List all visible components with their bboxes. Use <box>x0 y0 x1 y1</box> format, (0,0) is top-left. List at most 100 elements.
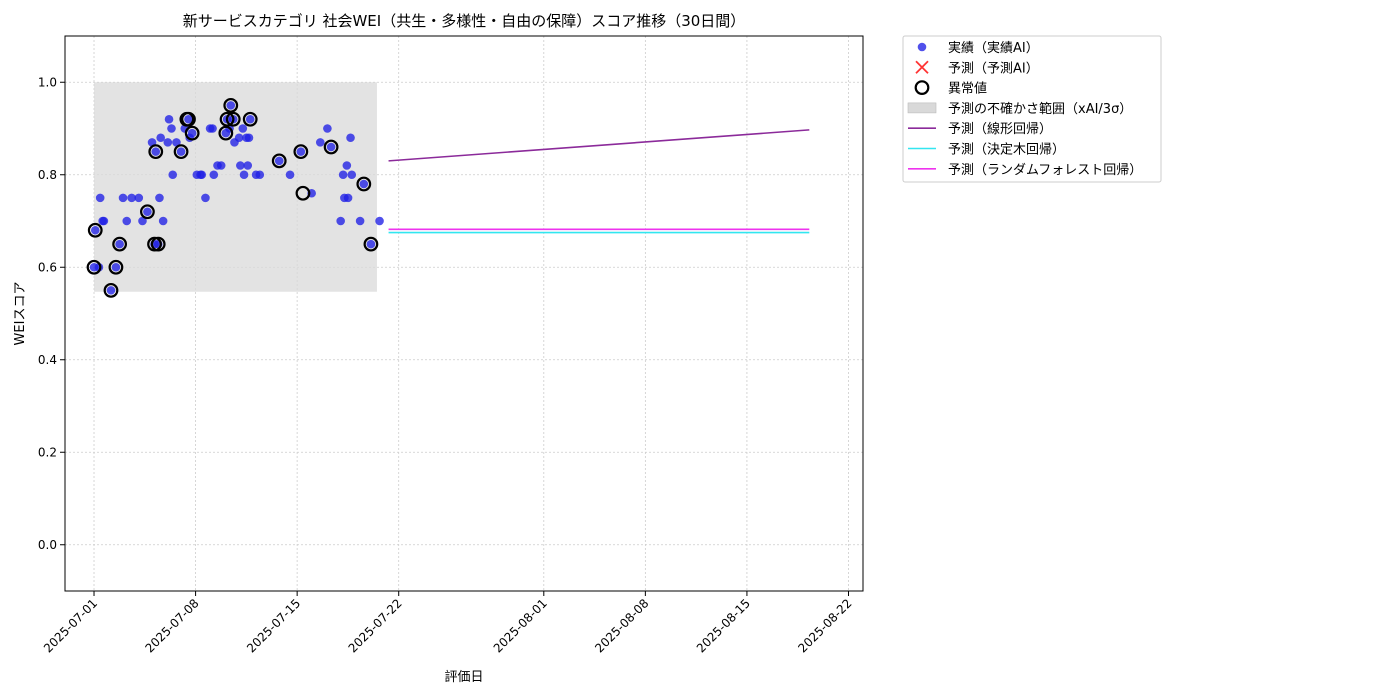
x-tick-label: 2025-07-15 <box>244 596 303 655</box>
legend-label: 予測の不確かさ範囲（xAI/3σ） <box>948 101 1132 117</box>
actual-point <box>355 216 365 226</box>
anomaly-marker <box>148 144 164 160</box>
actual-point <box>134 193 144 203</box>
y-tick-label: 1.0 <box>38 75 57 89</box>
actual-point <box>245 114 255 124</box>
x-axis-ticks: 2025-07-01 2025-07-08 2025-07-15 2025-07-22… <box>41 591 855 655</box>
actual-point <box>151 147 161 156</box>
actual-point <box>226 101 236 110</box>
actual-point <box>221 128 231 138</box>
actual-point <box>236 161 245 170</box>
actual-point <box>94 262 104 272</box>
anomaly-marker <box>271 153 287 169</box>
actual-point <box>127 193 136 203</box>
actual-point <box>201 193 210 203</box>
actual-point <box>296 147 306 156</box>
legend-swatch-anomaly <box>914 80 930 95</box>
actual-point <box>213 161 222 170</box>
legend-swatch-predicted <box>915 60 929 74</box>
actual-point <box>244 133 254 143</box>
forecast-lines <box>388 129 810 234</box>
actual-point <box>285 170 295 180</box>
legend-swatch-actual <box>917 42 927 52</box>
anomaly-marker <box>225 111 241 127</box>
anomaly-marker <box>87 222 103 238</box>
actual-point <box>315 138 325 147</box>
anomaly-marker <box>323 139 339 155</box>
actual-point <box>90 225 100 235</box>
legend-label: 異常値 <box>948 81 987 97</box>
actual-point <box>155 193 164 203</box>
actual-point <box>106 286 116 295</box>
actual-point <box>209 170 219 180</box>
actual-point <box>336 216 345 226</box>
actual-point <box>366 239 376 249</box>
actual-point <box>164 114 174 124</box>
anomaly-marker <box>242 111 258 127</box>
x-tick-label: 2025-07-08 <box>142 596 201 655</box>
anomaly-marker <box>293 144 309 160</box>
forecast-line-linear <box>388 129 810 162</box>
anomaly-marker <box>223 97 239 113</box>
actual-point <box>375 216 384 226</box>
actual-point <box>239 170 249 180</box>
x-tick-label: 2025-08-01 <box>491 596 550 655</box>
anomaly-marker <box>112 236 128 252</box>
actual-point <box>138 216 147 226</box>
x-tick-label: 2025-07-01 <box>41 596 100 655</box>
actual-point <box>172 138 181 147</box>
actual-point <box>338 170 348 180</box>
actual-point <box>197 170 207 180</box>
actual-point <box>326 142 336 152</box>
actual-point <box>184 114 193 124</box>
anomaly-marker <box>179 111 195 127</box>
anomaly-marker <box>86 259 102 275</box>
legend-label: 予測（決定木回帰） <box>948 142 1065 158</box>
y-axis-title: WEIスコア <box>13 282 28 346</box>
actual-point <box>95 193 105 203</box>
anomaly-marker <box>103 282 119 298</box>
legend-label: 予測（予測AI） <box>948 61 1039 76</box>
y-tick-label: 0.6 <box>38 260 57 274</box>
anomaly-markers <box>86 97 379 298</box>
anomaly-marker <box>363 236 379 252</box>
actual-point <box>274 156 284 166</box>
chart-title: 新サービスカテゴリ 社会WEI（共生・多様性・自由の保障）スコア推移（30日間） <box>183 12 746 30</box>
anomaly-marker <box>218 125 234 141</box>
y-tick-label: 0.4 <box>38 353 57 367</box>
x-tick-label: 2025-08-08 <box>592 596 651 655</box>
actual-point <box>238 124 248 133</box>
actual-point <box>158 216 168 226</box>
anomaly-marker <box>108 259 124 275</box>
actual-point <box>118 193 128 203</box>
actual-point <box>111 262 121 272</box>
actual-point <box>359 179 369 189</box>
actual-point <box>234 133 244 143</box>
actual-point <box>342 161 352 170</box>
actual-point <box>346 133 355 143</box>
anomaly-marker <box>219 111 235 127</box>
y-tick-label: 0.2 <box>38 445 57 459</box>
legend-swatch-band <box>907 102 937 114</box>
x-tick-label: 2025-08-22 <box>795 596 854 655</box>
y-tick-label: 0.8 <box>38 168 57 182</box>
actual-point <box>176 147 186 156</box>
actual-point <box>347 170 357 180</box>
anomaly-marker <box>140 204 155 220</box>
anomaly-marker <box>173 144 189 160</box>
x-tick-label: 2025-07-22 <box>346 596 405 655</box>
actual-point <box>99 216 109 226</box>
anomaly-marker <box>184 125 200 141</box>
x-tick-label: 2025-08-15 <box>694 596 753 655</box>
actual-point <box>205 124 215 133</box>
actual-point <box>115 239 124 249</box>
actual-point <box>251 170 261 180</box>
plot-frame <box>64 35 864 592</box>
actual-point <box>143 207 152 217</box>
legend-box <box>902 35 1162 183</box>
anomaly-marker <box>295 185 311 201</box>
anomaly-marker <box>147 236 162 252</box>
legend-label: 実績（実績AI） <box>948 40 1039 56</box>
